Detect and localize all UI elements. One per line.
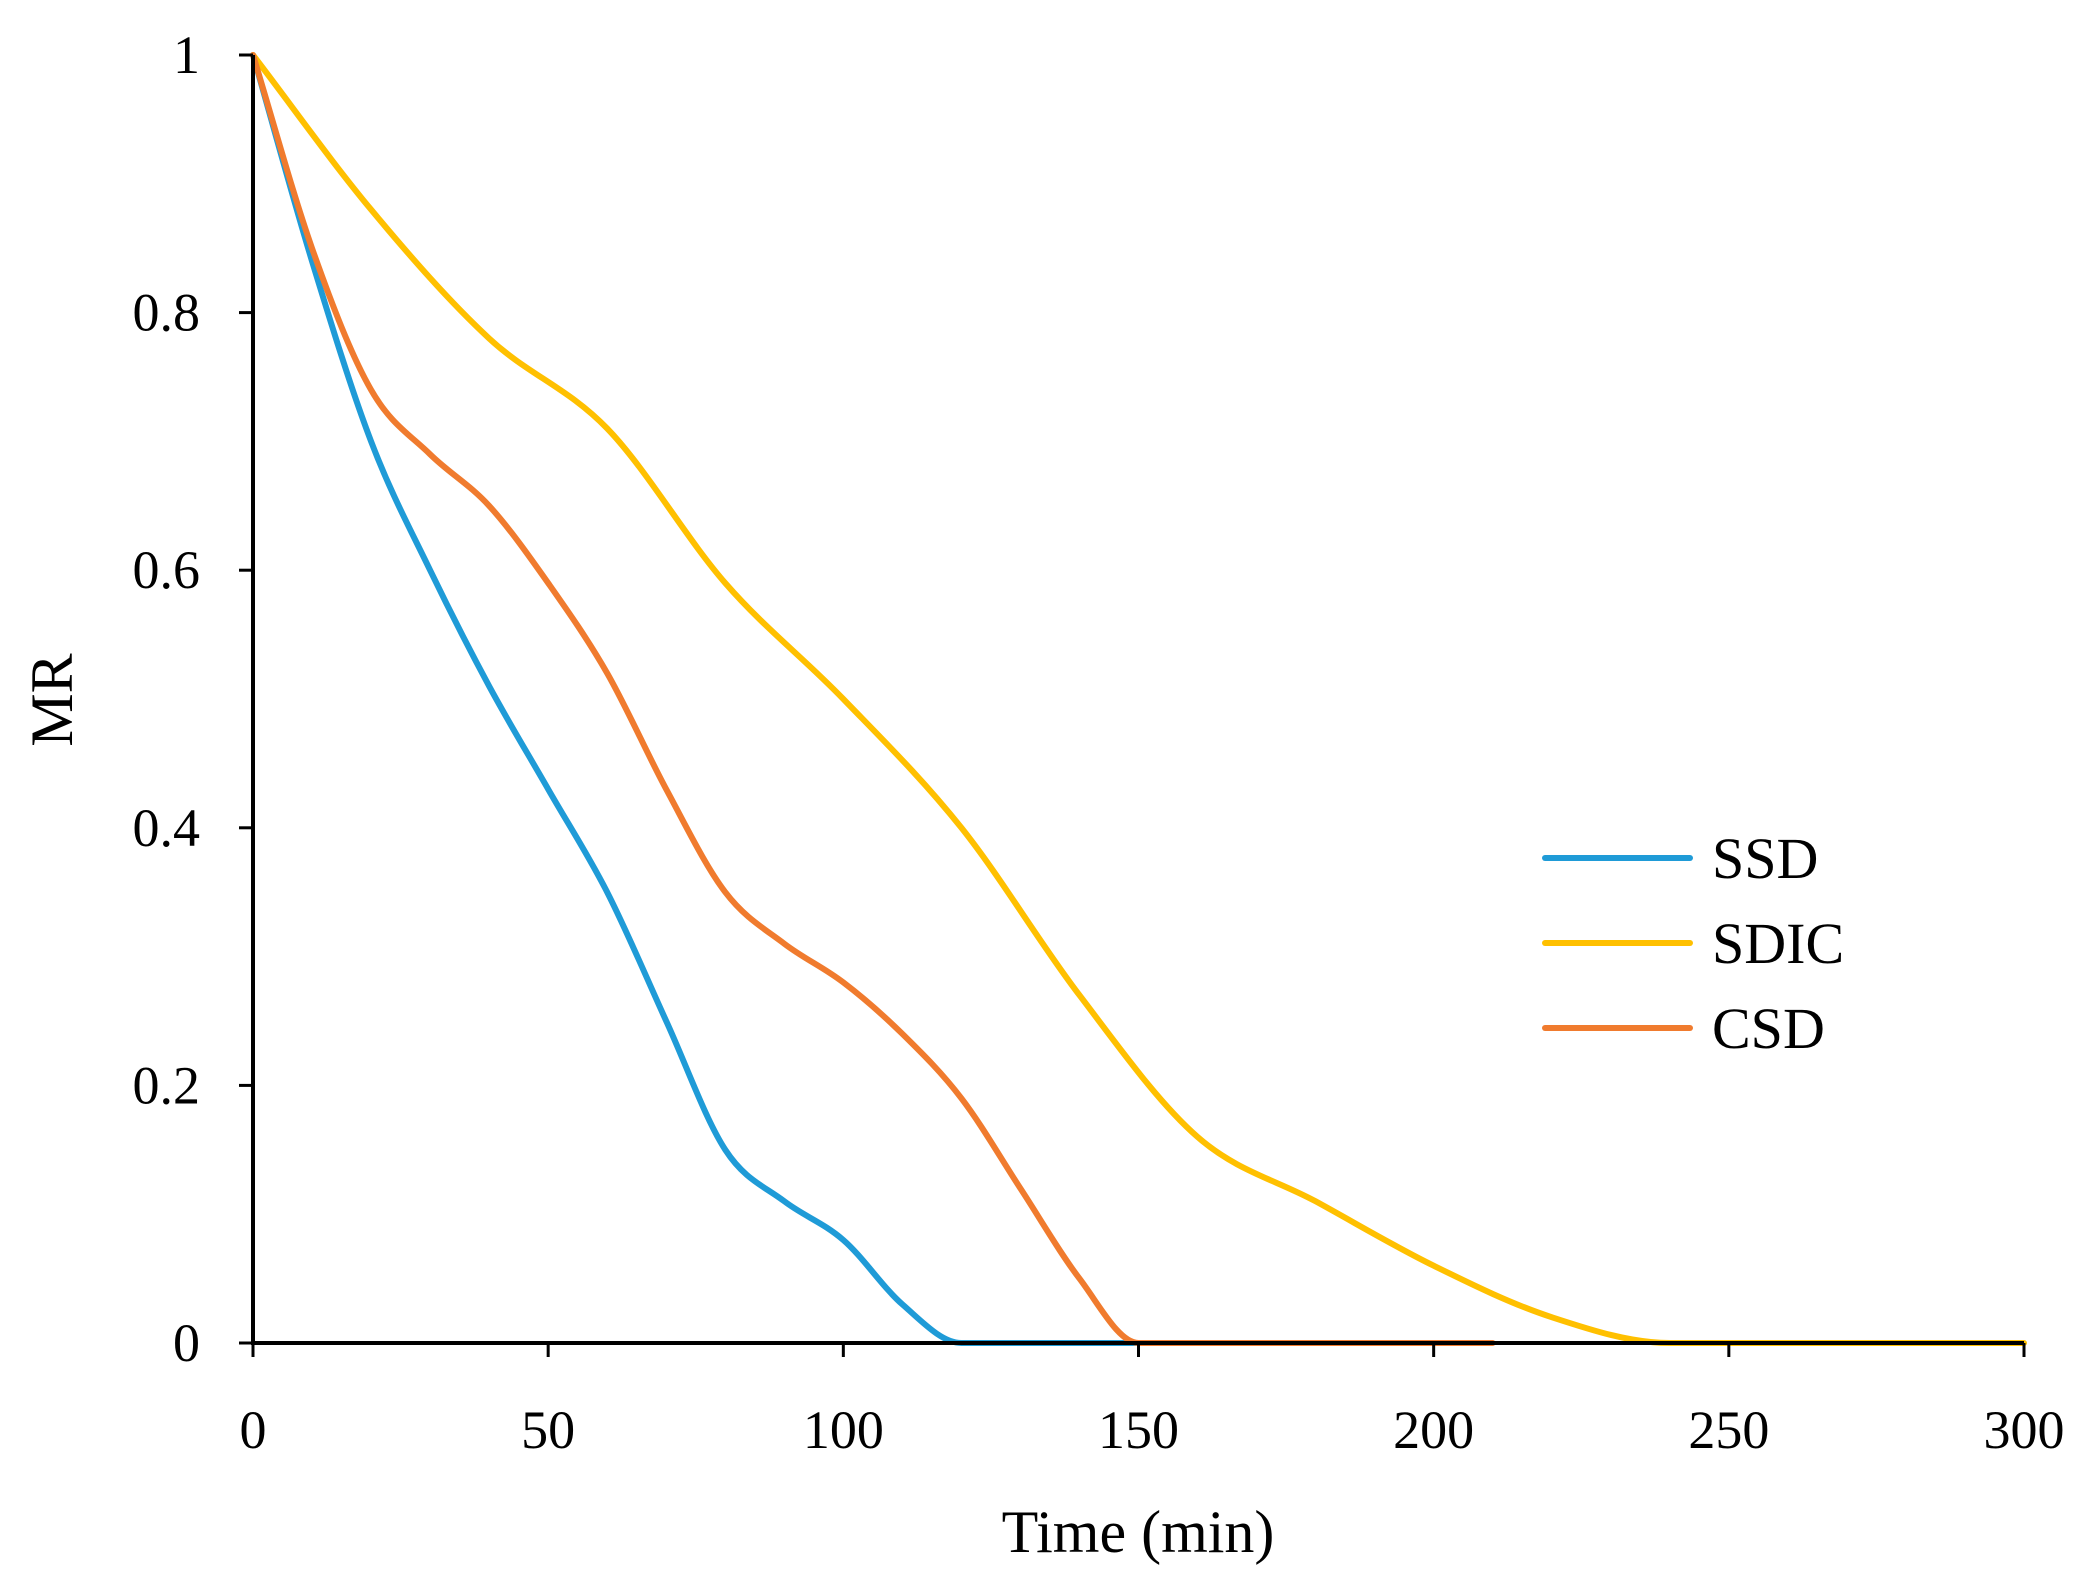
x-axis-ticks: 0 50 100 150 200 250 300 bbox=[240, 1343, 2065, 1460]
x-tick-label: 50 bbox=[521, 1400, 575, 1460]
y-tick-label: 0.6 bbox=[133, 540, 201, 600]
series-line-sdic bbox=[250, 52, 2027, 1346]
series-line-csd bbox=[250, 52, 1496, 1346]
series-line-ssd bbox=[250, 52, 1142, 1346]
x-tick-label: 0 bbox=[240, 1400, 267, 1460]
legend-label-sdic: SDIC bbox=[1712, 911, 1844, 976]
legend-label-ssd: SSD bbox=[1712, 826, 1818, 891]
legend: SSD SDIC CSD bbox=[1542, 826, 1844, 1061]
x-tick-label: 300 bbox=[1984, 1400, 2065, 1460]
series-layer bbox=[250, 52, 2027, 1346]
y-tick-label: 1 bbox=[173, 25, 200, 85]
y-axis-title: MR bbox=[19, 653, 85, 746]
y-tick-label: 0.8 bbox=[133, 283, 201, 343]
x-tick-label: 200 bbox=[1393, 1400, 1474, 1460]
y-tick-label: 0 bbox=[173, 1313, 200, 1373]
x-tick-label: 150 bbox=[1098, 1400, 1179, 1460]
x-tick-label: 100 bbox=[803, 1400, 884, 1460]
x-axis-title: Time (min) bbox=[1002, 1499, 1275, 1565]
y-axis-ticks: 0 0.2 0.4 0.6 0.8 1 bbox=[133, 25, 253, 1373]
y-tick-label: 0.2 bbox=[133, 1055, 201, 1115]
legend-label-csd: CSD bbox=[1712, 996, 1825, 1061]
y-tick-label: 0.4 bbox=[133, 798, 201, 858]
x-tick-label: 250 bbox=[1688, 1400, 1769, 1460]
